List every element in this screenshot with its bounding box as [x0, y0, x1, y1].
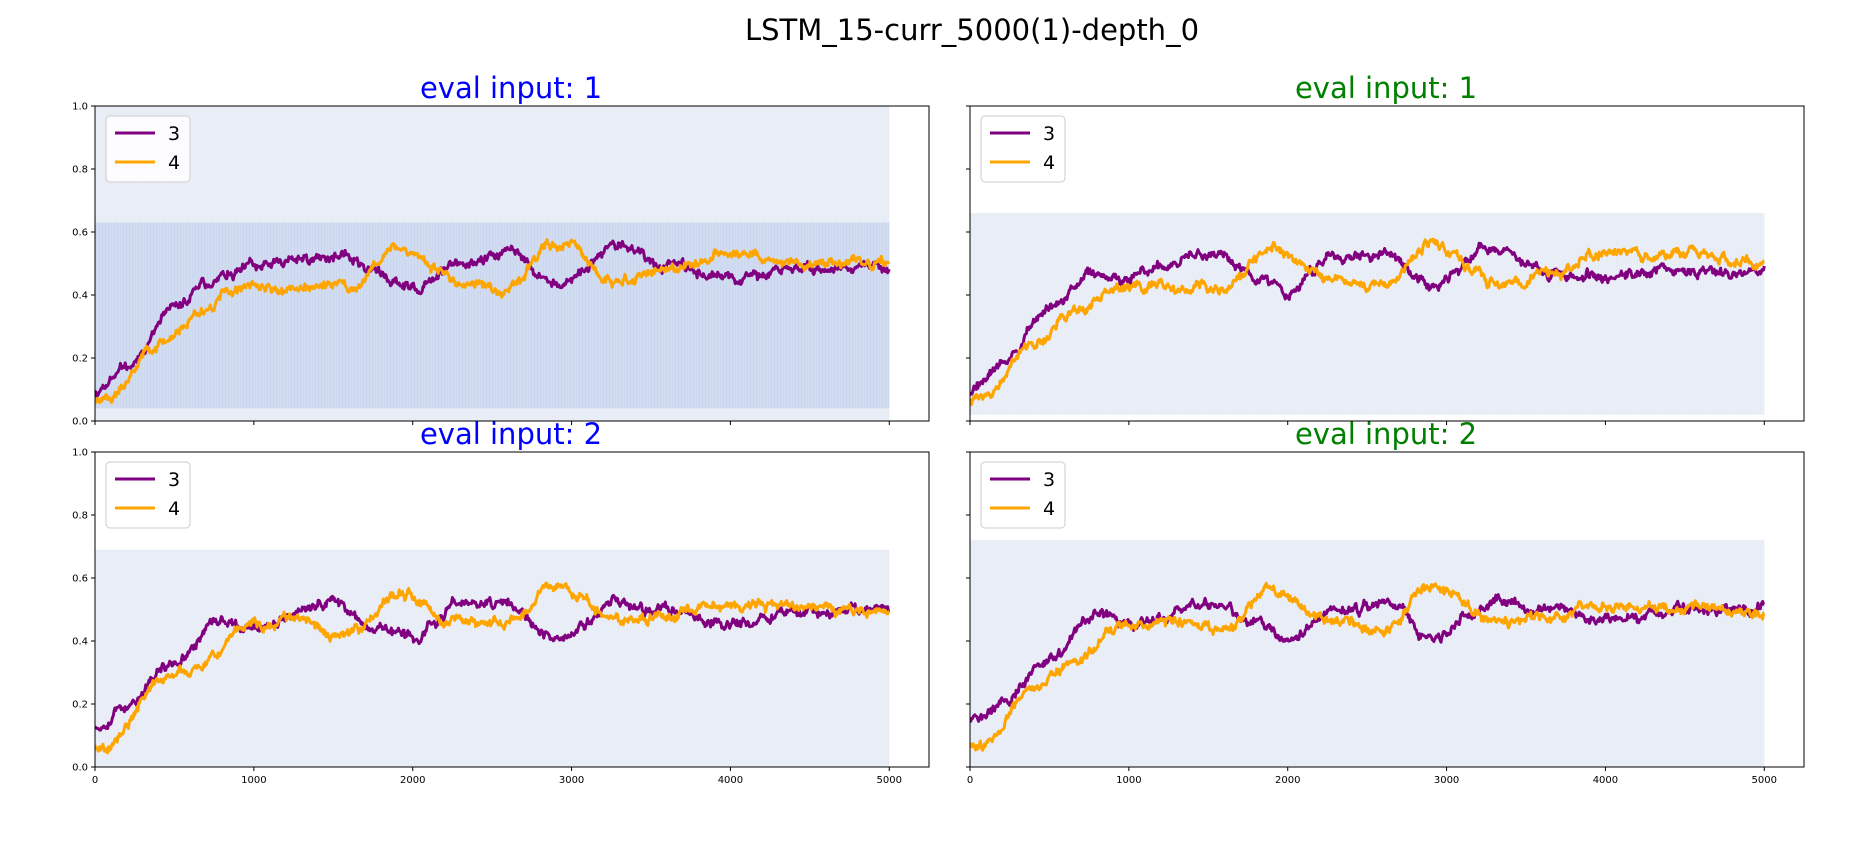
axes-frame: [969, 105, 1805, 422]
legend-label-3: 3: [168, 469, 180, 491]
figure-title: LSTM_15-curr_5000(1)-depth_0: [745, 13, 1199, 47]
y-tick-label: 0.8: [72, 165, 88, 176]
background-band: [970, 213, 1765, 415]
y-tick-label: 0.0: [72, 763, 88, 774]
x-tick-label: 3000: [559, 775, 584, 786]
y-tick-label: 0.8: [72, 511, 88, 522]
x-tick-label: 0: [967, 775, 973, 786]
legend: 34: [980, 461, 1066, 529]
legend-label-3: 3: [1043, 123, 1055, 145]
x-tick-label: 5000: [877, 775, 902, 786]
y-tick-label: 0.2: [72, 354, 88, 365]
y-tick-label: 0.0: [72, 417, 88, 428]
series-line-3: [95, 239, 891, 398]
y-tick-label: 1.0: [72, 448, 88, 459]
x-tick-label: 4000: [718, 775, 743, 786]
y-tick-label: 0.4: [72, 291, 88, 302]
subplot-title: eval input: 1: [420, 71, 602, 105]
series-line-3: [95, 594, 891, 732]
legend: 34: [105, 461, 191, 529]
y-tick-label: 0.2: [72, 700, 88, 711]
x-tick-label: 3000: [1434, 775, 1459, 786]
background-band: [970, 540, 1765, 767]
x-tick-label: 2000: [400, 775, 425, 786]
x-tick-label: 0: [92, 775, 98, 786]
background-band: [95, 106, 890, 421]
subplot-title: eval input: 2: [1295, 417, 1477, 451]
axes-frame: [94, 105, 930, 422]
legend-label-4: 4: [168, 152, 180, 174]
legend: 34: [105, 115, 191, 183]
series-line-4: [95, 238, 891, 405]
y-tick-label: 0.4: [72, 637, 88, 648]
axes-frame: [969, 451, 1805, 768]
background-band: [95, 549, 890, 767]
subplot-2: eval input: 134: [966, 71, 1805, 425]
subplot-title: eval input: 1: [1295, 71, 1477, 105]
series-line-4: [970, 237, 1765, 406]
series-line-3: [970, 593, 1765, 723]
y-tick-label: 0.6: [72, 574, 88, 585]
series-line-3: [970, 241, 1766, 396]
x-tick-label: 4000: [1593, 775, 1618, 786]
x-tick-label: 1000: [241, 775, 266, 786]
legend-label-3: 3: [1043, 469, 1055, 491]
legend: 34: [980, 115, 1066, 183]
x-tick-label: 5000: [1752, 775, 1777, 786]
y-tick-label: 0.6: [72, 228, 88, 239]
series-line-4: [95, 581, 891, 755]
legend-label-4: 4: [1043, 152, 1055, 174]
subplot-3: 0 1000 2000 3000 4000 5000 0.0 0.2 0.4 0.6 0.8 1.0 e…: [72, 417, 930, 786]
axes-frame: [94, 451, 930, 768]
y-tick-label: 1.0: [72, 102, 88, 113]
legend-label-4: 4: [168, 498, 180, 520]
series-line-4: [970, 581, 1765, 752]
legend-label-4: 4: [1043, 498, 1055, 520]
x-tick-label: 2000: [1275, 775, 1300, 786]
subplot-title: eval input: 2: [420, 417, 602, 451]
legend-label-3: 3: [168, 123, 180, 145]
x-tick-label: 1000: [1116, 775, 1141, 786]
